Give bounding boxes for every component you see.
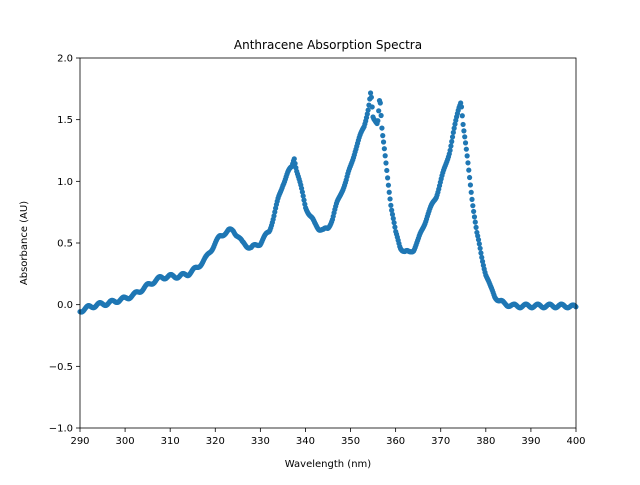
data-point [383,160,389,166]
data-point [301,197,307,203]
data-point [391,220,397,226]
data-point [367,90,374,96]
x-axis-label: Wavelength (nm) [285,459,371,470]
data-point [369,104,375,110]
data-point [387,196,393,202]
data-point [381,146,387,152]
data-point [479,254,485,261]
y-tick-label: 2.0 [57,54,73,65]
data-point [448,143,454,149]
data-point [472,219,478,225]
data-point [377,100,383,106]
x-tick-label: 340 [296,436,315,447]
data-point [378,112,384,119]
x-tick-label: 330 [251,436,270,447]
data-point [365,107,371,113]
data-point [292,160,298,167]
data-point [379,125,385,131]
data-point [389,211,396,218]
data-point [462,134,468,140]
x-tick-label: 290 [70,436,89,447]
y-tick-label: −0.5 [49,362,73,373]
data-point [299,189,305,195]
x-axis-ticks: 290 300 310 320 330 340 350 360 370 380 390 400 [70,428,586,447]
y-axis-label: Absorbance (AU) [19,201,30,285]
y-tick-label: 1.0 [57,177,73,188]
x-tick-label: 360 [386,436,405,447]
x-tick-label: 310 [161,436,180,447]
data-point [463,146,469,152]
data-point [451,125,457,131]
x-tick-label: 380 [476,436,495,447]
data-point [467,182,473,188]
x-tick-label: 300 [116,436,135,447]
data-point [384,167,390,174]
data-point [469,196,475,202]
data-point [460,121,466,128]
data-point [449,138,455,145]
data-point [392,224,398,230]
data-point [477,245,483,251]
data-point [382,153,388,159]
data-point [450,129,456,136]
y-tick-label: 0.5 [57,239,73,250]
data-point [479,258,486,265]
chart-title: Anthracene Absorption Spectra [234,38,422,52]
data-point [466,167,472,173]
data-point [470,203,476,209]
data-point [461,128,467,134]
data-point [385,182,392,188]
data-point [449,134,456,140]
data-point [458,104,465,110]
data-point [291,156,297,162]
data-point [380,139,387,145]
data-point [471,208,477,215]
data-point [478,250,484,256]
data-point [462,140,469,146]
data-point [376,108,382,114]
data-points [77,90,579,315]
y-tick-label: 1.5 [57,115,73,126]
y-tick-label: 0.0 [57,300,73,311]
data-point [473,224,479,230]
data-point [368,94,374,100]
x-tick-label: 350 [341,436,360,447]
x-tick-label: 400 [566,436,585,447]
data-point [468,189,474,195]
y-axis-ticks: −1.0 −0.5 0.0 0.5 1.0 1.5 2.0 [49,54,80,435]
data-point [447,147,453,153]
data-point [466,174,473,181]
data-point [458,100,464,106]
data-point [385,175,391,181]
data-point [475,237,482,243]
data-point [459,113,465,119]
y-tick-label: −1.0 [49,424,73,435]
data-point [386,189,392,195]
data-point [389,207,395,213]
data-point [388,202,394,208]
data-point [476,241,482,247]
data-point [271,213,277,219]
data-point [471,214,478,220]
data-point [464,153,470,159]
x-tick-label: 370 [431,436,450,447]
x-tick-label: 390 [521,436,540,447]
data-point [390,215,396,222]
data-point [380,133,386,139]
data-point [300,193,306,199]
data-point [465,160,471,166]
x-tick-label: 320 [206,436,225,447]
data-point [364,111,370,117]
data-point [375,118,381,124]
